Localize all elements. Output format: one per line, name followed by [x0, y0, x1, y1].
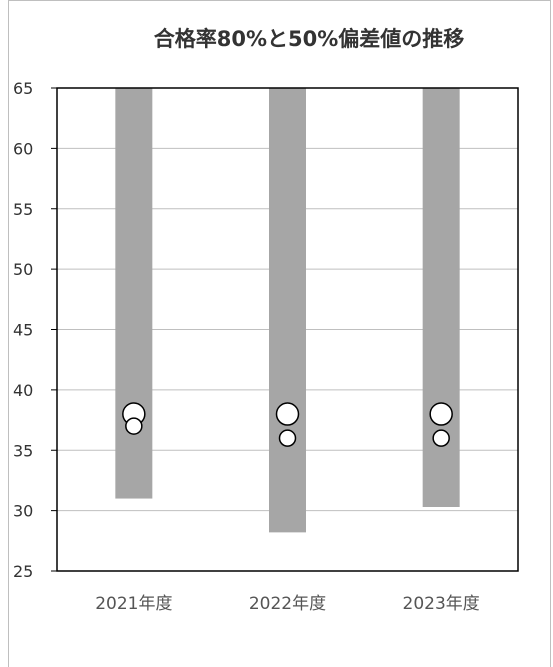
marker-small — [432, 429, 450, 447]
x-axis-category-labels: 2021年度 2022年度 2023年度 — [95, 594, 480, 614]
x-category-label: 2023年度 — [403, 594, 480, 614]
marker-large — [275, 402, 300, 426]
y-tick-label: 25 — [13, 562, 33, 581]
marker-small — [125, 417, 143, 435]
marker-layer — [122, 402, 453, 447]
y-tick-label: 50 — [13, 260, 33, 279]
x-category-label: 2021年度 — [95, 594, 172, 614]
y-tick-label: 65 — [13, 79, 33, 98]
range-bar — [269, 88, 306, 533]
x-category-label: 2022年度 — [249, 594, 326, 614]
marker-small — [278, 429, 297, 447]
y-axis-tick-labels: 25 30 35 40 45 50 55 60 65 — [13, 79, 57, 581]
range-bar — [115, 88, 153, 499]
chart-title: 合格率80%と50%偏差値の推移 — [154, 27, 465, 51]
y-tick-label: 60 — [13, 139, 33, 158]
marker-large — [429, 402, 453, 426]
y-tick-label: 55 — [13, 200, 33, 219]
y-tick-label: 30 — [13, 502, 33, 521]
y-tick-label: 40 — [13, 381, 33, 400]
y-tick-label: 45 — [13, 321, 33, 340]
y-tick-label: 35 — [13, 441, 33, 460]
